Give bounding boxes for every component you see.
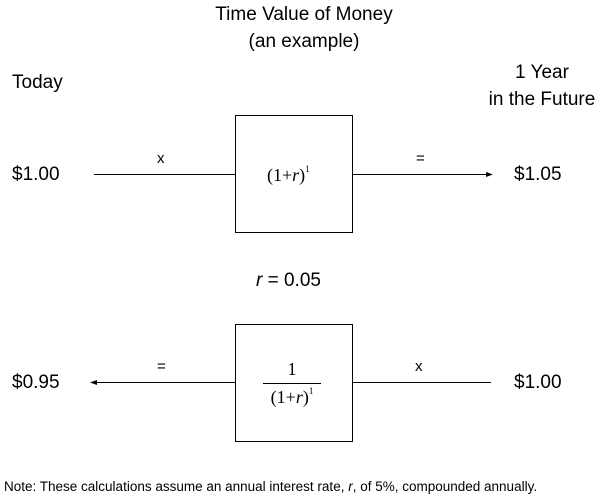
growth-factor-box: (1+r)1 xyxy=(235,115,353,233)
diagram-title: Time Value of Money xyxy=(215,4,393,25)
diagram-subtitle: (an example) xyxy=(248,31,360,52)
fraction-denominator: (1+r)1 xyxy=(270,386,314,407)
future-value-top: $1.05 xyxy=(514,164,562,185)
bottom-arrowhead xyxy=(90,380,97,385)
growth-formula: (1+r)1 xyxy=(267,164,310,185)
footnote: Note: These calculations assume an annua… xyxy=(4,479,538,494)
multiply-sign-top: x xyxy=(157,150,165,167)
discount-factor-box: 1 (1+r)1 xyxy=(235,324,353,442)
equals-sign-top: = xyxy=(416,150,425,167)
future-header-line2: in the Future xyxy=(488,89,596,110)
fraction-numerator: 1 xyxy=(287,359,297,379)
equals-sign-bottom: = xyxy=(157,358,166,375)
interest-rate-label: r = 0.05 xyxy=(256,270,321,291)
future-value-bottom: $1.00 xyxy=(514,372,562,393)
top-arrowhead xyxy=(486,172,493,177)
discount-formula: 1 (1+r)1 xyxy=(263,359,321,408)
fraction-bar xyxy=(263,383,321,384)
today-header: Today xyxy=(12,72,63,93)
present-value-bottom: $0.95 xyxy=(12,372,60,393)
today-value-top: $1.00 xyxy=(12,164,60,185)
multiply-sign-bottom: x xyxy=(415,358,423,375)
future-header-line1: 1 Year xyxy=(515,62,569,83)
